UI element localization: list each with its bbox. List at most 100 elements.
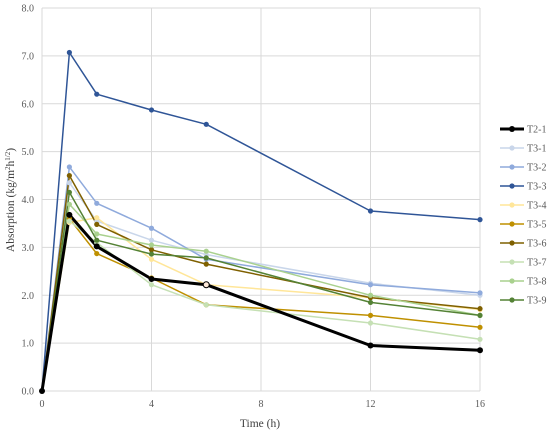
legend-label: T3-3 <box>527 182 546 193</box>
legend-item-t3-8: T3-8 <box>500 277 546 288</box>
data-point-t3-7 <box>148 282 155 288</box>
legend-item-t3-5: T3-5 <box>500 220 546 231</box>
legend-item-t3-2: T3-2 <box>500 163 546 174</box>
data-point-t2-1 <box>39 388 45 394</box>
data-point-t3-8 <box>367 292 374 298</box>
y-axis-ticks: 0.0 1.0 2.0 3.0 4.0 5.0 6.0 7.0 8.0 <box>22 4 35 398</box>
x-tick-label: 4 <box>149 399 154 410</box>
legend-item-t2-1: T2-1 <box>500 125 546 136</box>
y-axis-title: Absorption (kg/m2h1/2) <box>4 148 17 252</box>
legend-item-t3-9: T3-9 <box>500 296 546 307</box>
legend-swatch-marker <box>509 240 515 246</box>
data-point-t3-2 <box>94 200 100 206</box>
data-point-t3-6 <box>477 306 483 312</box>
legend-swatch-marker <box>509 278 515 284</box>
legend-swatch-marker <box>509 126 515 132</box>
y-tick-label: 4.0 <box>22 195 35 206</box>
legend-label: T3-6 <box>527 239 546 250</box>
data-point-t3-8 <box>148 242 155 248</box>
legend-swatch-marker <box>509 259 515 265</box>
y-tick-label: 1.0 <box>22 339 35 350</box>
legend: T2-1 T3-1 T3-2 T3-3 T3-4 T3-5 T3-6 T3-7 T3-8 T3-9 <box>500 125 546 307</box>
data-point-t3-2 <box>477 290 483 296</box>
y-axis-title-sup2: 1/2 <box>4 151 12 160</box>
legend-swatch-marker <box>509 297 515 303</box>
data-point-t3-9 <box>367 299 374 306</box>
data-point-t3-4 <box>94 215 100 221</box>
x-axis-title: Time (h) <box>240 418 280 430</box>
legend-swatch-marker <box>509 145 515 151</box>
y-axis-title-mid: h <box>5 160 17 166</box>
data-point-t3-6 <box>66 172 72 179</box>
data-point-t3-3 <box>66 49 72 56</box>
data-point-t2-1 <box>148 275 155 282</box>
data-point-t3-9 <box>66 189 72 195</box>
legend-item-t3-4: T3-4 <box>500 201 546 212</box>
data-point-t3-2 <box>148 225 155 231</box>
legend-item-t3-3: T3-3 <box>500 182 546 193</box>
x-tick-label: 8 <box>259 399 264 410</box>
data-point-t3-3 <box>94 91 100 97</box>
data-point-t3-6 <box>203 261 209 267</box>
data-point-t2-1 <box>477 347 483 354</box>
grid-lines <box>41 7 481 392</box>
data-point-t3-2 <box>367 282 374 288</box>
data-point-t3-3 <box>367 208 374 214</box>
data-point-t3-4 <box>148 256 155 262</box>
x-tick-label: 12 <box>366 399 376 410</box>
y-axis-title-sup1: 2 <box>4 166 12 170</box>
data-point-t3-9 <box>477 312 483 318</box>
data-point-t3-5 <box>477 324 483 330</box>
data-point-t3-7 <box>66 218 72 224</box>
legend-item-t3-1: T3-1 <box>500 144 546 155</box>
legend-label: T3-5 <box>527 220 546 231</box>
legend-swatch-marker <box>509 202 515 208</box>
legend-swatch-marker <box>509 183 515 189</box>
legend-label: T3-9 <box>527 296 546 307</box>
data-point-t3-2 <box>66 164 72 170</box>
data-point-t3-8 <box>94 231 100 237</box>
legend-label: T3-2 <box>527 163 546 174</box>
y-axis-title-end: ) <box>5 148 17 152</box>
data-point-t3-8 <box>66 201 72 207</box>
y-tick-label: 7.0 <box>22 51 35 62</box>
data-point-t3-5 <box>367 312 374 318</box>
x-tick-label: 16 <box>475 399 485 410</box>
y-tick-label: 5.0 <box>22 147 35 158</box>
y-tick-label: 2.0 <box>22 291 35 302</box>
data-point-t3-1 <box>148 237 155 243</box>
data-point-t3-3 <box>477 217 483 223</box>
y-tick-label: 6.0 <box>22 99 35 110</box>
data-point-t2-1 <box>66 211 73 218</box>
y-axis-title-main: Absorption (kg/m <box>5 170 17 252</box>
data-point-t3-9 <box>148 251 155 257</box>
data-point-t3-3 <box>148 107 155 113</box>
legend-label: T3-1 <box>527 144 546 155</box>
y-tick-label: 0.0 <box>22 387 35 398</box>
legend-label: T3-4 <box>527 201 546 212</box>
data-point-t3-9 <box>94 237 100 243</box>
y-tick-label: 3.0 <box>22 243 35 254</box>
legend-label: T2-1 <box>527 125 546 136</box>
series-points <box>39 49 483 394</box>
data-point-t3-7 <box>203 302 209 308</box>
legend-swatch-marker <box>509 221 515 227</box>
legend-label: T3-8 <box>527 277 546 288</box>
legend-swatch-marker <box>509 164 515 170</box>
y-tick-label: 8.0 <box>22 4 35 15</box>
data-point-t2-1 <box>93 243 100 250</box>
x-axis-ticks: 0 4 8 12 16 <box>40 399 486 410</box>
data-point-t3-9 <box>203 255 209 261</box>
data-point-t3-6 <box>148 247 155 253</box>
data-point-t3-7 <box>477 336 483 342</box>
data-point-t3-6 <box>94 221 100 227</box>
data-point-t3-8 <box>203 248 209 254</box>
data-point-t3-7 <box>367 320 374 326</box>
data-point-t3-1 <box>66 180 72 186</box>
data-point-t3-3 <box>203 121 209 127</box>
x-tick-label: 0 <box>40 399 45 410</box>
data-point-t2-1 <box>367 342 374 349</box>
legend-label: T3-7 <box>527 258 546 269</box>
data-point-t2-1 <box>202 281 210 289</box>
